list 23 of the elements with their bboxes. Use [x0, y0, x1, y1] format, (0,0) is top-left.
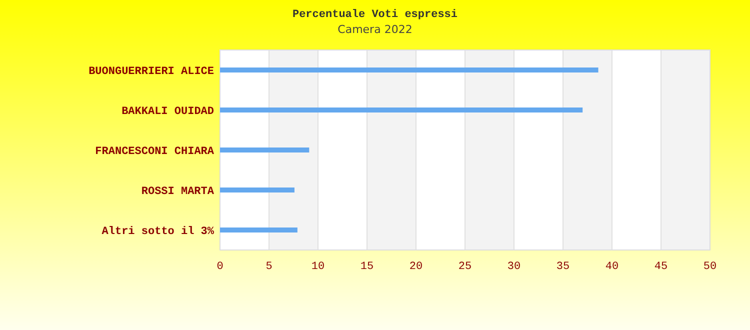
bar — [220, 68, 598, 72]
x-tick-label: 45 — [654, 261, 668, 273]
chart-title: Percentuale Voti espressi — [292, 9, 458, 21]
y-tick-label: FRANCESCONI CHIARA — [95, 146, 214, 158]
x-tick-label: 50 — [703, 261, 717, 273]
x-tick-label: 0 — [216, 261, 224, 273]
x-tick-label: 10 — [311, 261, 325, 273]
y-tick-label: BAKKALI OUIDAD — [122, 106, 214, 118]
x-tick-label: 5 — [266, 261, 272, 273]
y-tick-label: BUONGUERRIERI ALICE — [88, 66, 214, 78]
x-tick-label: 20 — [409, 261, 423, 273]
x-tick-label: 25 — [458, 261, 472, 273]
bar — [220, 188, 294, 192]
bar — [220, 108, 583, 112]
x-tick-label: 35 — [556, 261, 570, 273]
y-tick-label: ROSSI MARTA — [141, 186, 214, 198]
chart-subtitle: Camera 2022 — [338, 23, 412, 36]
bar — [220, 148, 310, 152]
x-tick-label: 30 — [507, 261, 521, 273]
bar — [220, 228, 298, 232]
x-tick-label: 40 — [605, 261, 619, 273]
y-tick-label: Altri sotto il 3% — [102, 226, 214, 238]
x-tick-label: 15 — [360, 261, 374, 273]
